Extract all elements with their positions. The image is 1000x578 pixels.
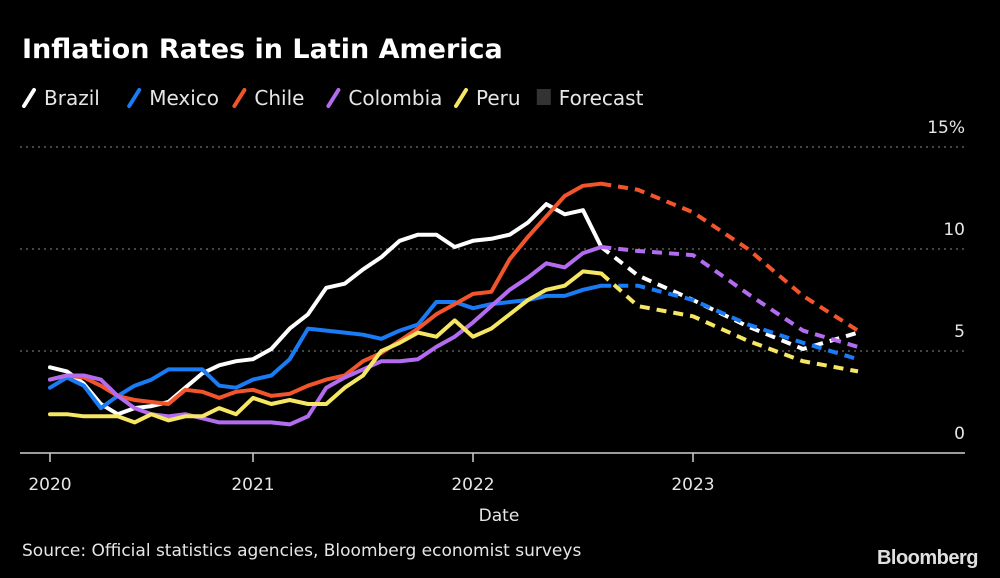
- y-tick-label: 15%: [927, 118, 965, 138]
- legend-label: Chile: [254, 86, 304, 110]
- x-tick-label: 2023: [671, 475, 714, 495]
- series-line-history-mexico: [48, 283, 604, 411]
- x-tick-label: 2020: [28, 475, 71, 495]
- series-line-forecast-peru: [599, 272, 859, 374]
- legend-swatch-icon: [326, 88, 341, 108]
- legend-label: Peru: [476, 86, 521, 110]
- chart-title: Inflation Rates in Latin America: [22, 34, 503, 65]
- y-tick-label: 0: [954, 424, 965, 444]
- legend-swatch-icon: [22, 88, 36, 108]
- x-tick-label: 2022: [451, 475, 494, 495]
- series-line-forecast-colombia: [601, 245, 859, 349]
- series-mexico: [48, 283, 859, 411]
- legend-swatch-icon: [232, 88, 247, 108]
- series-chile: [48, 181, 860, 406]
- legend-item-colombia: Colombia: [326, 86, 442, 110]
- y-tick-label: 10: [943, 220, 965, 240]
- series-peru: [48, 269, 859, 425]
- legend-label: Mexico: [149, 86, 219, 110]
- series-line-forecast-chile: [600, 181, 860, 333]
- series-line-forecast-mexico: [601, 283, 859, 362]
- x-tick-label: 2021: [231, 475, 274, 495]
- legend-label: Colombia: [348, 86, 442, 110]
- legend-swatch-icon: [127, 88, 142, 108]
- legend-label: Brazil: [44, 86, 100, 110]
- series-line-history-peru: [48, 269, 604, 425]
- legend-swatch-icon: [536, 89, 551, 105]
- legend: Brazil Mexico Chile Colombia Peru Forecast: [22, 86, 644, 110]
- x-axis-label: Date: [479, 506, 520, 526]
- legend-item-chile: Chile: [232, 86, 304, 110]
- legend-item-brazil: Brazil: [22, 86, 100, 110]
- bloomberg-logo: Bloomberg: [877, 547, 978, 569]
- legend-item-forecast: Forecast: [536, 86, 644, 110]
- series-line-history-chile: [48, 181, 604, 406]
- legend-item-mexico: Mexico: [127, 86, 219, 110]
- source-note: Source: Official statistics agencies, Bl…: [22, 541, 581, 561]
- legend-swatch-icon: [454, 88, 468, 108]
- legend-label: Forecast: [559, 86, 644, 110]
- y-tick-label: 5: [954, 322, 965, 342]
- legend-item-peru: Peru: [454, 86, 521, 110]
